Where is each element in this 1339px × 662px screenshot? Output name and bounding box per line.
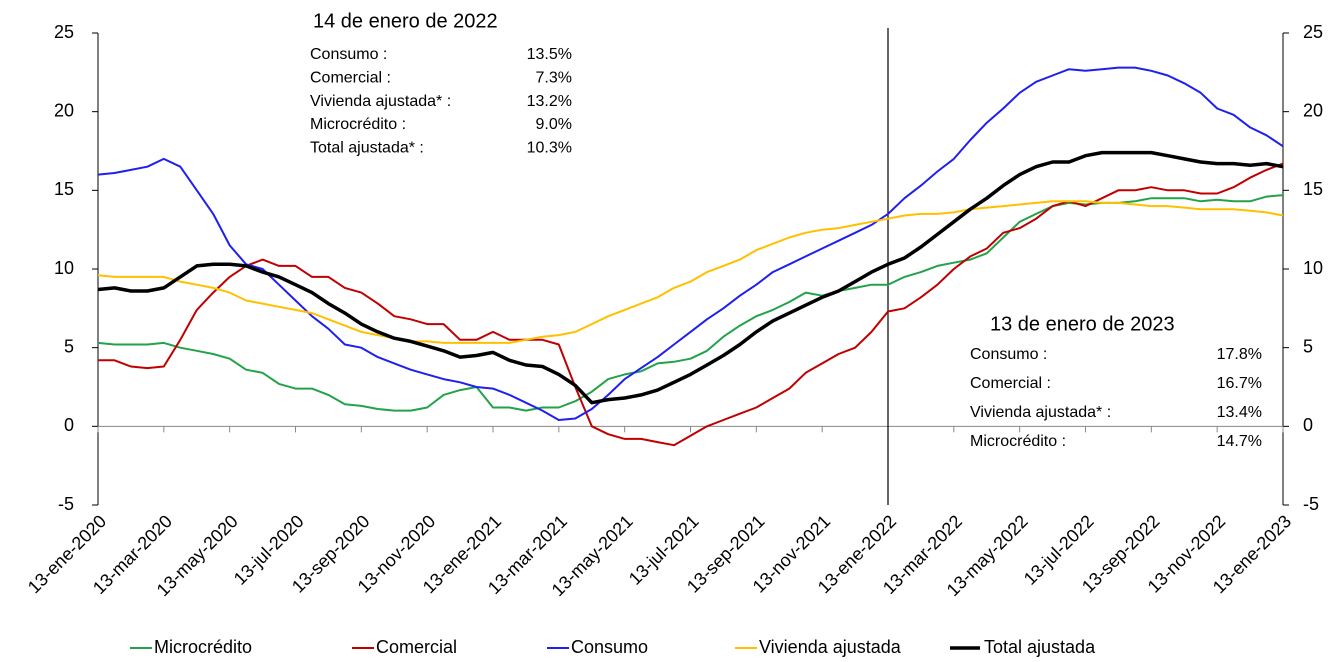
y2-tick-label: 25 <box>1303 22 1323 42</box>
annotation-value: 14.7% <box>1217 433 1262 450</box>
annotation-value: 10.3% <box>527 139 572 156</box>
y-tick-label: 25 <box>54 22 74 42</box>
annotation-value: 17.8% <box>1217 346 1262 363</box>
annotation-label: Consumo : <box>310 46 387 63</box>
legend-label: Comercial <box>376 637 457 657</box>
y2-tick-label: -5 <box>1303 494 1319 514</box>
annotation-value: 13.5% <box>527 46 572 63</box>
annotation-label: Total ajustada* : <box>310 139 424 156</box>
annotation-value: 7.3% <box>536 70 572 87</box>
legend-label: Vivienda ajustada <box>759 637 902 657</box>
y2-tick-label: 20 <box>1303 100 1323 120</box>
legend-label: Microcrédito <box>154 637 252 657</box>
y-tick-label: 5 <box>64 336 74 356</box>
annotation-label: Comercial : <box>310 70 391 87</box>
annotation: 13 de enero de 2023 Consumo : 17.8% Comerci… <box>970 313 1262 450</box>
series-line <box>97 150 1284 405</box>
annotation-label: Microcrédito : <box>970 433 1066 450</box>
y-tick-label: 20 <box>54 100 74 120</box>
y-tick-label: 10 <box>54 258 74 278</box>
legend-label: Consumo <box>571 637 648 657</box>
annotation-label: Consumo : <box>970 346 1047 363</box>
annotation-value: 16.7% <box>1217 375 1262 392</box>
y2-tick-label: 10 <box>1303 258 1323 278</box>
legend-label: Total ajustada <box>984 637 1096 657</box>
annotation-label: Vivienda ajustada* : <box>970 404 1111 421</box>
annotation-label: Vivienda ajustada* : <box>310 93 451 110</box>
y2-tick-label: 15 <box>1303 179 1323 199</box>
annotation-value: 13.4% <box>1217 404 1262 421</box>
annotation-value: 9.0% <box>536 116 572 133</box>
annotation-label: Microcrédito : <box>310 116 406 133</box>
y2-tick-label: 5 <box>1303 336 1313 356</box>
series-line <box>97 194 1284 412</box>
y2-tick-label: 0 <box>1303 415 1313 435</box>
series-line <box>97 66 1284 421</box>
annotation-value: 13.2% <box>527 93 572 110</box>
annotation-label: Comercial : <box>970 375 1051 392</box>
y-tick-label: 15 <box>54 179 74 199</box>
annotation: 14 de enero de 2022 Consumo : 13.5% Comerci… <box>310 10 572 156</box>
annotation-title: 13 de enero de 2023 <box>990 313 1175 335</box>
y-tick-label: 0 <box>64 415 74 435</box>
annotation-title: 14 de enero de 2022 <box>313 10 498 32</box>
series-line <box>98 162 1284 447</box>
series-line <box>97 200 1284 344</box>
y-tick-label: -5 <box>58 494 74 514</box>
